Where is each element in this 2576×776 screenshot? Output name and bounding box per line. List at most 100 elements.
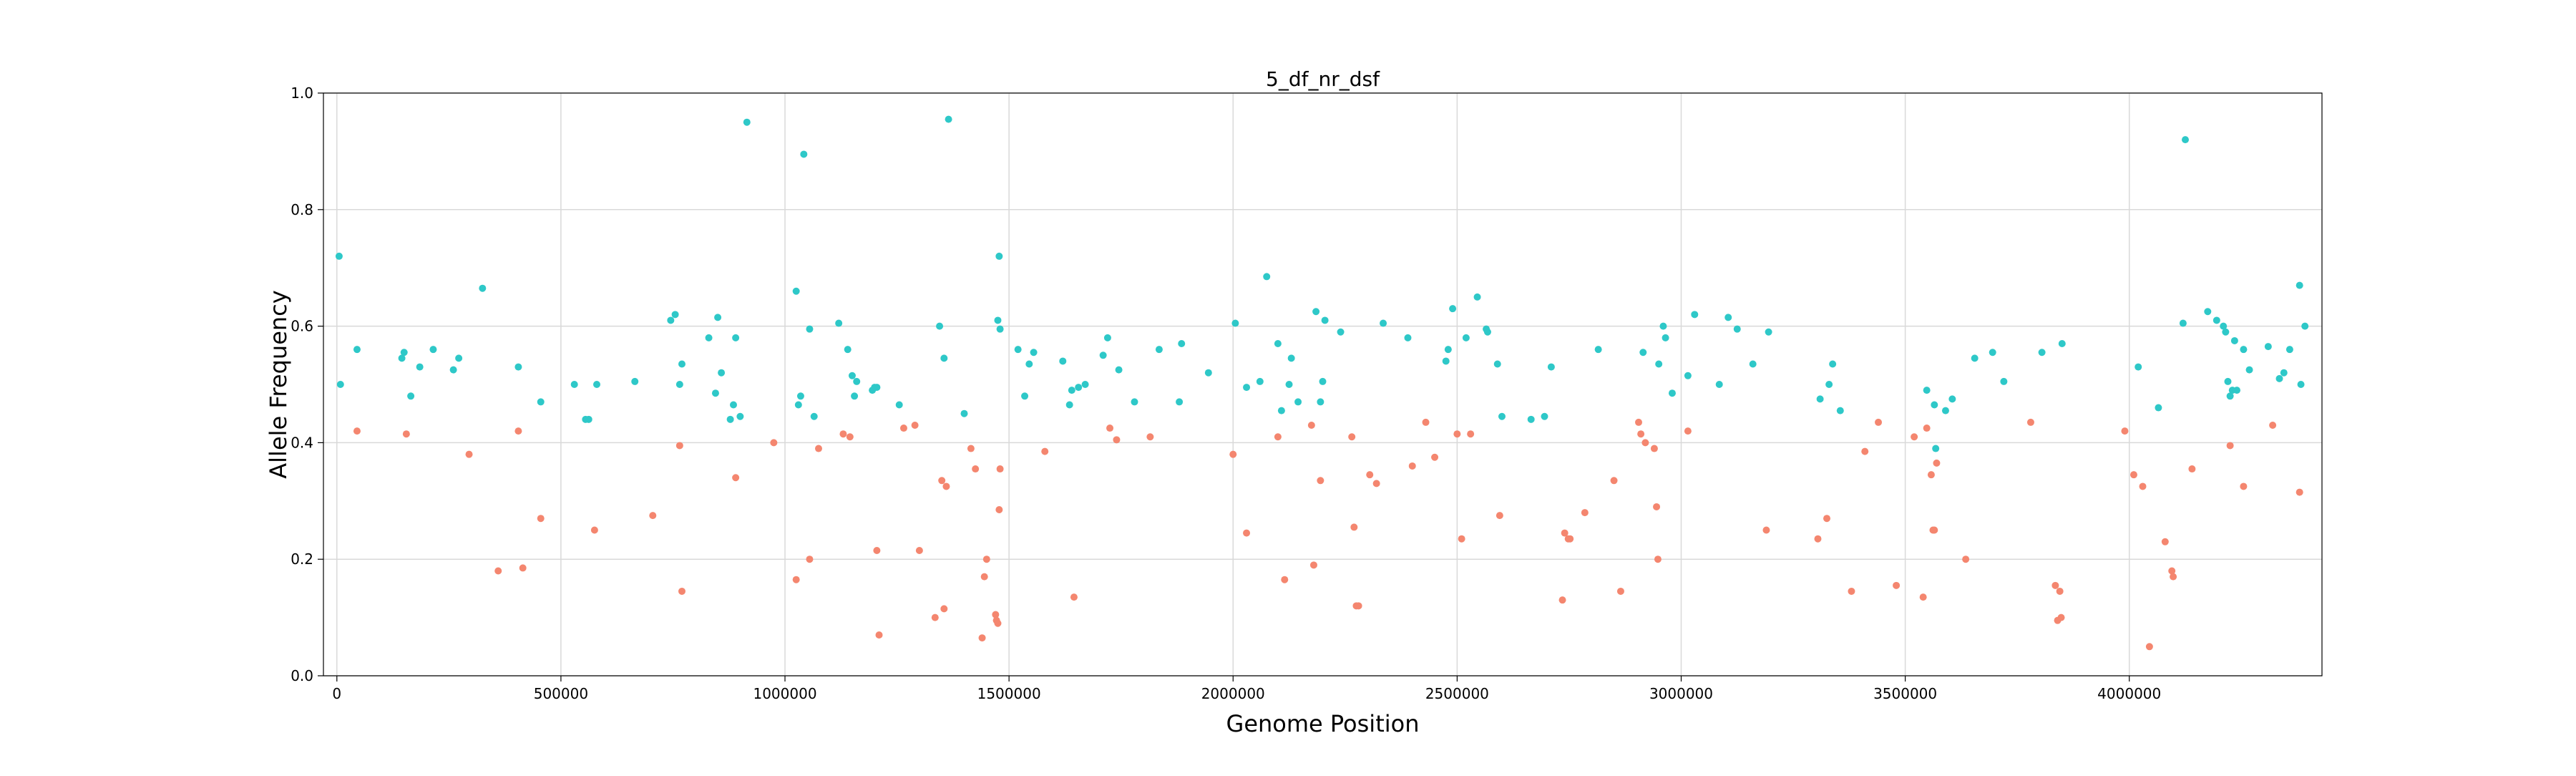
x-tick-label: 0 bbox=[332, 685, 341, 702]
data-point bbox=[1081, 381, 1089, 388]
data-point bbox=[938, 477, 946, 485]
data-point bbox=[1610, 477, 1618, 485]
data-point bbox=[1229, 450, 1237, 458]
data-point bbox=[936, 322, 944, 330]
data-point bbox=[398, 354, 406, 362]
data-point bbox=[996, 325, 1004, 333]
data-point bbox=[960, 409, 968, 417]
data-point bbox=[915, 546, 923, 554]
x-tick-label: 4000000 bbox=[2097, 685, 2161, 702]
data-point bbox=[1243, 529, 1251, 537]
y-tick-label: 0.0 bbox=[291, 667, 313, 684]
data-point bbox=[1875, 418, 1883, 426]
data-point bbox=[1594, 346, 1602, 354]
data-point bbox=[465, 450, 473, 458]
data-point bbox=[1321, 316, 1329, 324]
data-point bbox=[1581, 509, 1589, 517]
data-point bbox=[1641, 439, 1649, 447]
data-point bbox=[705, 334, 713, 341]
x-axis-label: Genome Position bbox=[1226, 710, 1420, 737]
data-point bbox=[2181, 136, 2189, 144]
data-point bbox=[1650, 445, 1658, 452]
data-point bbox=[2188, 465, 2196, 473]
data-point bbox=[1025, 360, 1033, 368]
data-point bbox=[2301, 322, 2309, 330]
data-point bbox=[940, 605, 948, 613]
data-point bbox=[2000, 377, 2008, 385]
x-tick-label: 3500000 bbox=[1873, 685, 1937, 702]
data-point bbox=[1068, 387, 1075, 394]
y-tick-label: 1.0 bbox=[291, 84, 313, 102]
x-tick-label: 1000000 bbox=[753, 685, 816, 702]
chart-title: 5_df_nr_dsf bbox=[1266, 67, 1380, 91]
data-point bbox=[1014, 346, 1022, 354]
data-point bbox=[806, 556, 814, 563]
data-point bbox=[514, 427, 522, 435]
data-point bbox=[2051, 581, 2059, 589]
data-point bbox=[1204, 369, 1212, 377]
data-point bbox=[2224, 377, 2232, 385]
data-point bbox=[1765, 328, 1772, 336]
data-point bbox=[570, 381, 578, 388]
data-point bbox=[1287, 354, 1295, 362]
data-point bbox=[899, 425, 907, 432]
data-point bbox=[585, 415, 592, 423]
data-point bbox=[945, 115, 952, 123]
data-point bbox=[940, 354, 948, 362]
data-point bbox=[732, 474, 740, 482]
data-point bbox=[1372, 480, 1380, 488]
data-point bbox=[675, 442, 683, 450]
data-point bbox=[1893, 581, 1901, 589]
data-point bbox=[1493, 360, 1501, 368]
data-point bbox=[1655, 360, 1663, 368]
data-point bbox=[2240, 482, 2248, 490]
data-point bbox=[1231, 319, 1239, 327]
data-point bbox=[1131, 398, 1138, 406]
data-point bbox=[1317, 477, 1324, 485]
data-point bbox=[1473, 293, 1481, 301]
data-point bbox=[2245, 366, 2253, 374]
data-point bbox=[995, 252, 1003, 260]
data-point bbox=[2204, 308, 2212, 316]
data-point bbox=[1836, 407, 1844, 414]
data-point bbox=[479, 284, 487, 292]
data-point bbox=[2038, 349, 2046, 357]
data-point bbox=[839, 430, 847, 438]
data-point bbox=[2275, 374, 2283, 382]
data-point bbox=[1684, 372, 1692, 379]
data-point bbox=[994, 316, 1002, 324]
data-point bbox=[1281, 576, 1289, 583]
data-point bbox=[806, 325, 814, 333]
data-point bbox=[1749, 360, 1757, 368]
data-point bbox=[335, 252, 343, 260]
y-tick-label: 0.4 bbox=[291, 434, 313, 451]
data-point bbox=[895, 401, 903, 409]
data-point bbox=[1816, 395, 1824, 403]
data-point bbox=[1263, 273, 1271, 281]
data-point bbox=[537, 515, 545, 523]
data-point bbox=[2226, 392, 2234, 400]
data-point bbox=[494, 567, 502, 575]
data-point bbox=[1059, 357, 1067, 365]
data-point bbox=[1659, 322, 1667, 330]
data-point bbox=[996, 465, 1004, 473]
data-point bbox=[1422, 418, 1430, 426]
data-point bbox=[2139, 482, 2147, 490]
data-point bbox=[1453, 430, 1461, 438]
data-point bbox=[1431, 453, 1439, 461]
data-point bbox=[1829, 360, 1837, 368]
data-point bbox=[537, 398, 545, 406]
data-point bbox=[1030, 349, 1038, 357]
data-point bbox=[1541, 412, 1548, 420]
data-point bbox=[1021, 392, 1029, 400]
data-point bbox=[1654, 556, 1662, 563]
data-point bbox=[967, 445, 975, 452]
data-point bbox=[1444, 346, 1452, 354]
data-point bbox=[1380, 319, 1387, 327]
data-point bbox=[796, 392, 804, 400]
data-point bbox=[2145, 643, 2153, 651]
data-point bbox=[931, 613, 939, 621]
data-point bbox=[1442, 357, 1450, 365]
data-point bbox=[402, 430, 410, 438]
